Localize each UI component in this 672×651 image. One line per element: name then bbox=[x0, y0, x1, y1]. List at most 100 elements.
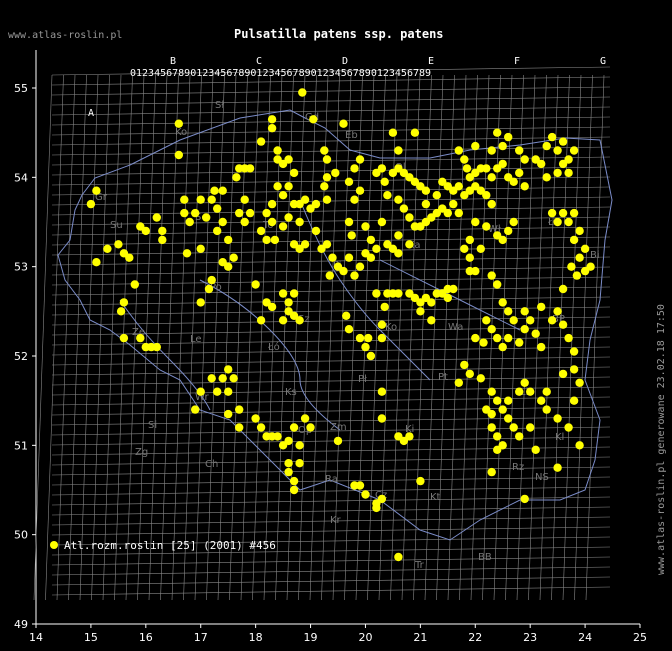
occurrence-points bbox=[86, 88, 595, 562]
side-note: www.atlas-roslin.pl generowane 23.02.18 … bbox=[656, 304, 667, 575]
occurrence-point bbox=[278, 441, 288, 450]
occurrence-point bbox=[306, 204, 315, 213]
occurrence-point bbox=[537, 159, 546, 169]
occurrence-point bbox=[482, 316, 491, 325]
occurrence-point bbox=[569, 347, 579, 356]
occurrence-point bbox=[547, 208, 557, 218]
occurrence-point bbox=[504, 396, 513, 405]
x-tick-label: 22 bbox=[468, 631, 482, 644]
occurrence-point bbox=[245, 164, 255, 173]
occurrence-point bbox=[141, 342, 150, 352]
occurrence-point bbox=[322, 195, 332, 204]
occurrence-point bbox=[427, 298, 436, 307]
occurrence-point bbox=[278, 222, 288, 231]
occurrence-point bbox=[235, 423, 244, 432]
occurrence-point bbox=[410, 128, 420, 137]
occurrence-point bbox=[537, 302, 546, 312]
y-tick-label: 49 bbox=[14, 618, 28, 631]
occurrence-point bbox=[553, 146, 562, 155]
y-axis-ticks: 55 54 53 52 51 50 49 bbox=[14, 82, 36, 631]
region-label: Pł bbox=[358, 374, 367, 385]
occurrence-point bbox=[580, 244, 590, 253]
grid-column-letter: C bbox=[256, 56, 262, 67]
occurrence-point bbox=[278, 191, 288, 200]
occurrence-point bbox=[493, 445, 502, 454]
occurrence-point bbox=[320, 182, 329, 191]
occurrence-point bbox=[322, 173, 332, 182]
region-label: Ze bbox=[132, 327, 145, 338]
region-label: Eb bbox=[345, 130, 358, 141]
region-label: Sc bbox=[195, 212, 207, 223]
occurrence-point bbox=[366, 351, 376, 361]
grid-column-letter: E bbox=[428, 56, 434, 67]
occurrence-point bbox=[325, 271, 334, 280]
occurrence-point bbox=[235, 208, 244, 218]
region-label: Sz bbox=[298, 314, 310, 325]
x-tick-label: 17 bbox=[194, 631, 208, 644]
occurrence-point bbox=[240, 195, 249, 204]
occurrence-point bbox=[333, 436, 343, 446]
occurrence-point bbox=[515, 168, 524, 178]
occurrence-point bbox=[380, 302, 389, 312]
occurrence-point bbox=[421, 199, 431, 209]
occurrence-point bbox=[306, 423, 315, 432]
occurrence-point bbox=[342, 311, 351, 320]
occurrence-point bbox=[256, 226, 266, 236]
occurrence-point bbox=[498, 141, 507, 151]
occurrence-point bbox=[575, 441, 584, 450]
occurrence-point bbox=[182, 249, 192, 258]
occurrence-point bbox=[520, 307, 529, 316]
occurrence-point bbox=[355, 186, 365, 195]
occurrence-point bbox=[482, 222, 491, 231]
occurrence-point bbox=[454, 208, 463, 218]
occurrence-point bbox=[416, 307, 425, 316]
occurrence-point bbox=[515, 338, 524, 347]
occurrence-point bbox=[493, 280, 502, 289]
occurrence-point bbox=[520, 155, 529, 164]
region-label: To bbox=[262, 220, 274, 231]
legend: Atl.rozm.roslin [25] (2001) #456 bbox=[50, 539, 276, 552]
legend-marker bbox=[50, 541, 58, 549]
occurrence-point bbox=[553, 307, 562, 316]
region-label: Gr bbox=[95, 192, 108, 203]
y-tick-label: 54 bbox=[14, 171, 28, 184]
region-label: Pt bbox=[438, 372, 448, 383]
occurrence-point bbox=[542, 387, 551, 396]
occurrence-point bbox=[377, 333, 387, 343]
occurrence-point bbox=[569, 365, 579, 374]
occurrence-point bbox=[377, 320, 387, 329]
occurrence-point bbox=[460, 360, 469, 370]
occurrence-point bbox=[229, 374, 238, 383]
region-label: Ra bbox=[325, 474, 338, 485]
region-label: Wł bbox=[488, 224, 501, 235]
occurrence-point bbox=[92, 258, 101, 267]
occurrence-point bbox=[86, 199, 96, 209]
occurrence-point bbox=[355, 155, 365, 164]
occurrence-point bbox=[487, 199, 496, 209]
occurrence-point bbox=[180, 195, 189, 204]
occurrence-point bbox=[174, 119, 183, 128]
occurrence-point bbox=[344, 253, 354, 262]
occurrence-point bbox=[295, 316, 304, 325]
region-label: Ko bbox=[385, 322, 397, 333]
occurrence-point bbox=[218, 186, 227, 195]
occurrence-point bbox=[553, 463, 562, 472]
occurrence-point bbox=[322, 240, 332, 249]
atpol-grid: B C D E F G 0123456789012345678901234567890123… bbox=[33, 56, 611, 601]
occurrence-point bbox=[185, 217, 194, 227]
occurrence-point bbox=[350, 195, 359, 204]
occurrence-point bbox=[471, 141, 480, 151]
occurrence-point bbox=[273, 146, 282, 155]
occurrence-point bbox=[213, 226, 222, 236]
occurrence-point bbox=[383, 289, 392, 298]
occurrence-point bbox=[309, 115, 318, 124]
occurrence-point bbox=[558, 208, 568, 218]
occurrence-point bbox=[487, 387, 496, 396]
occurrence-point bbox=[224, 365, 233, 374]
occurrence-point bbox=[103, 244, 112, 253]
region-label: Rz bbox=[512, 462, 524, 473]
occurrence-point bbox=[213, 204, 222, 213]
occurrence-point bbox=[443, 293, 452, 303]
region-label: Ch bbox=[205, 459, 218, 470]
region-label: Tr bbox=[414, 560, 425, 571]
